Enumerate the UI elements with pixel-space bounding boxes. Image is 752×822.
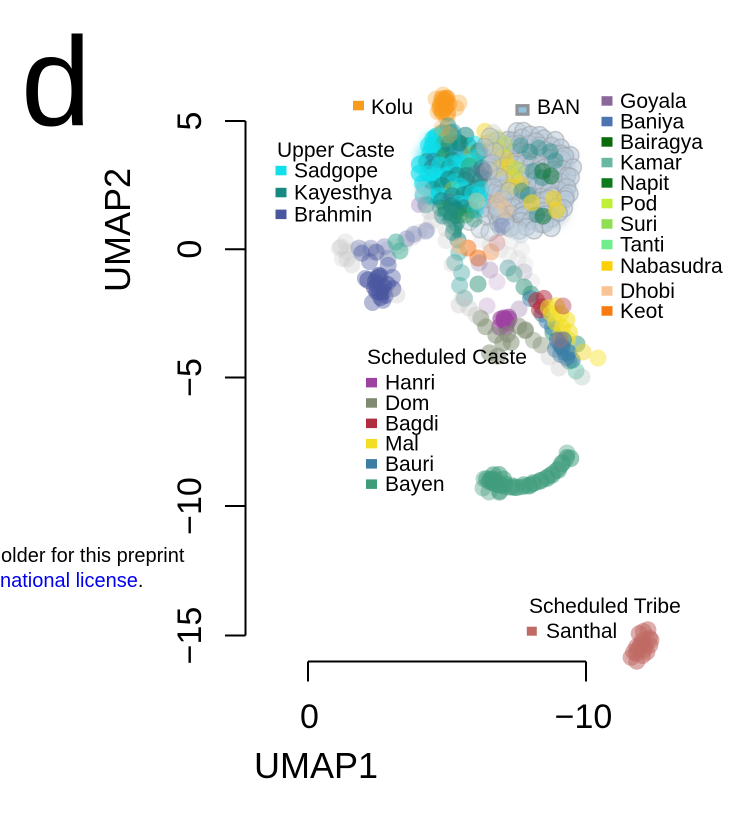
svg-text:Sadgope: Sadgope [294, 160, 378, 183]
svg-text:Scheduled Tribe: Scheduled Tribe [529, 595, 681, 618]
svg-text:national license.: national license. [0, 570, 143, 592]
svg-text:Keot: Keot [620, 300, 663, 323]
svg-text:Suri: Suri [620, 213, 657, 236]
svg-text:Bayen: Bayen [385, 473, 445, 496]
svg-text:older for this preprint: older for this preprint [1, 545, 185, 567]
svg-text:Dom: Dom [385, 392, 429, 415]
svg-text:Upper Caste: Upper Caste [277, 139, 395, 162]
svg-text:Kamar: Kamar [620, 152, 682, 175]
svg-text:−10: −10 [555, 698, 613, 736]
svg-text:Dhobi: Dhobi [620, 280, 675, 303]
svg-text:Bairagya: Bairagya [620, 131, 703, 154]
svg-text:Bauri: Bauri [385, 453, 434, 476]
svg-text:Baniya: Baniya [620, 111, 685, 134]
svg-text:UMAP2: UMAP2 [97, 168, 138, 292]
svg-text:Mal: Mal [385, 433, 419, 456]
svg-text:Kolu: Kolu [371, 96, 413, 119]
svg-text:Hanri: Hanri [385, 372, 435, 395]
svg-text:Nabasudra: Nabasudra [620, 255, 723, 278]
svg-text:0: 0 [171, 240, 209, 259]
svg-text:5: 5 [171, 112, 209, 131]
svg-text:Santhal: Santhal [546, 620, 617, 643]
svg-text:−5: −5 [171, 358, 209, 397]
svg-text:Tanti: Tanti [620, 234, 664, 257]
svg-text:Kayesthya: Kayesthya [294, 182, 392, 205]
svg-text:BAN: BAN [537, 96, 580, 119]
svg-text:d: d [21, 11, 91, 152]
svg-text:Scheduled Caste: Scheduled Caste [367, 346, 527, 369]
svg-text:Bagdi: Bagdi [385, 412, 439, 435]
svg-text:Goyala: Goyala [620, 90, 687, 113]
svg-text:−15: −15 [171, 607, 209, 665]
svg-text:Pod: Pod [620, 193, 657, 216]
svg-text:UMAP1: UMAP1 [254, 745, 378, 786]
svg-text:Napit: Napit [620, 172, 669, 195]
svg-text:−10: −10 [171, 477, 209, 535]
svg-text:Brahmin: Brahmin [294, 203, 372, 226]
svg-text:0: 0 [300, 698, 319, 736]
